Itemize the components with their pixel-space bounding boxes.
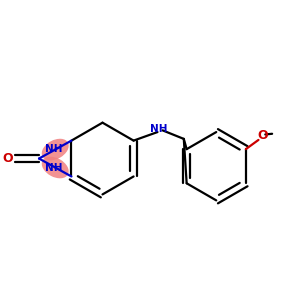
Text: O: O <box>257 129 268 142</box>
Ellipse shape <box>42 139 69 160</box>
Ellipse shape <box>42 157 69 178</box>
Text: NH: NH <box>150 124 168 134</box>
Text: NH: NH <box>45 144 62 154</box>
Text: NH: NH <box>45 163 62 173</box>
Text: O: O <box>2 152 13 165</box>
